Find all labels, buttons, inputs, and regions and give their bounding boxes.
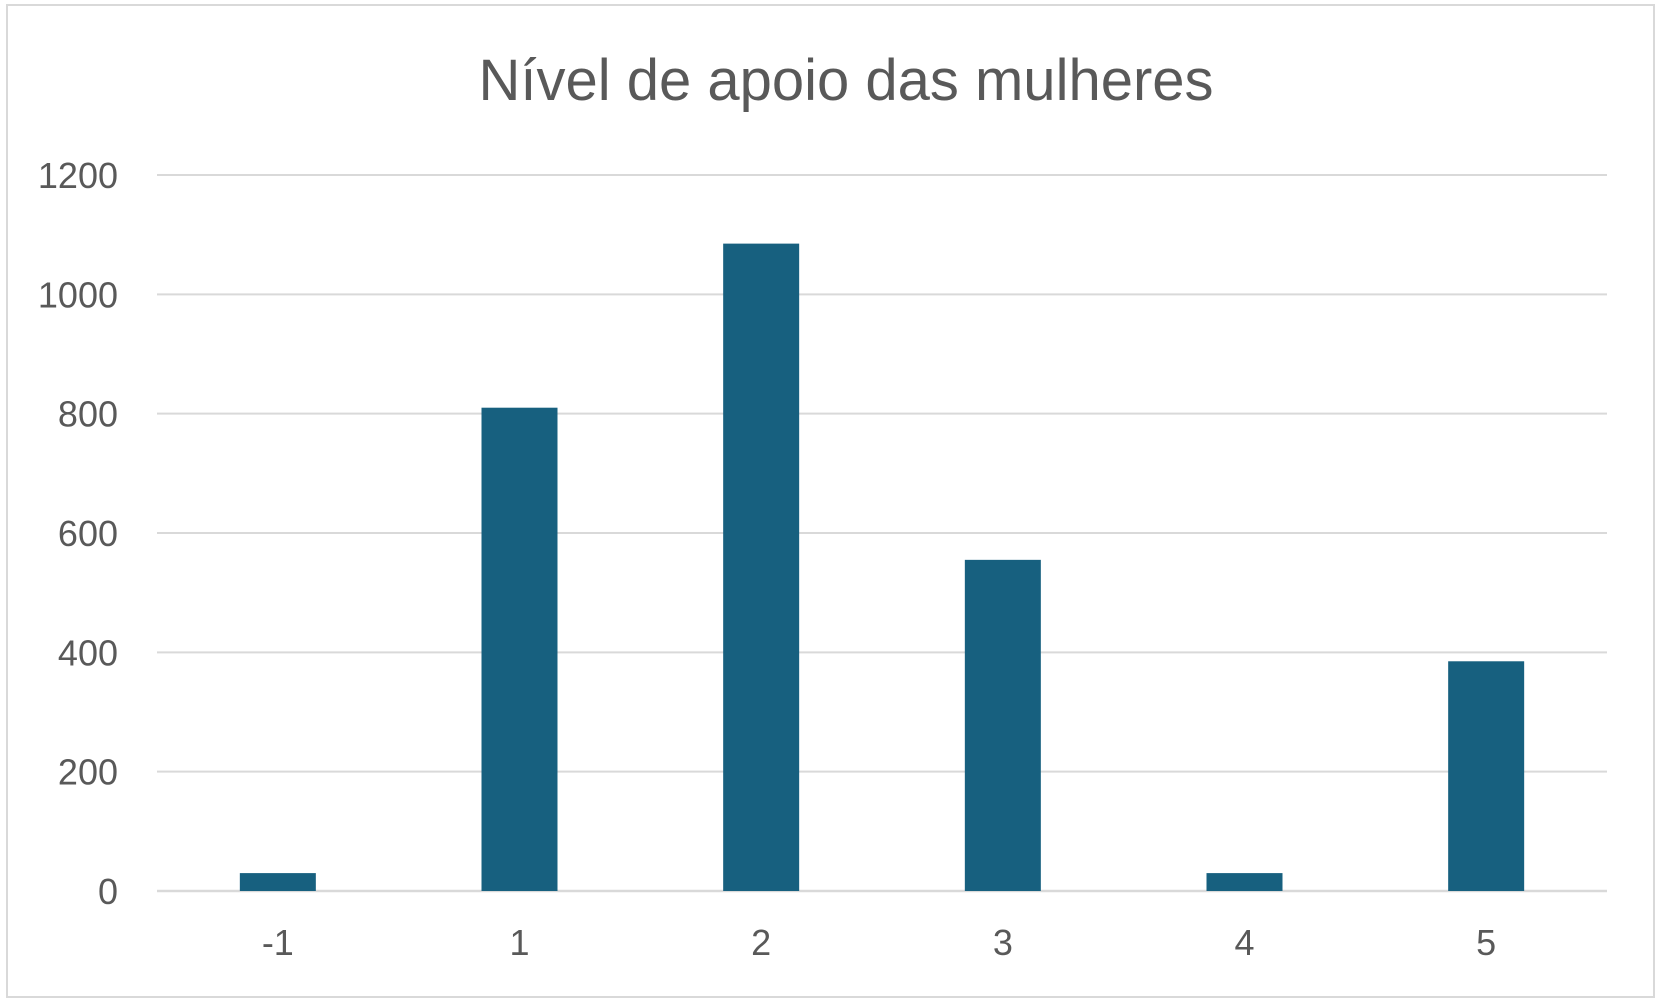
x-tick-label: 5	[1476, 922, 1496, 963]
y-tick-label: 200	[58, 752, 118, 793]
gridlines	[157, 174, 1607, 893]
bar-1	[481, 407, 558, 891]
chart-frame	[6, 4, 1655, 998]
y-tick-label: 0	[98, 871, 118, 912]
y-tick-label: 600	[58, 513, 118, 554]
x-tick-label: 4	[1234, 922, 1254, 963]
bar-2	[723, 243, 800, 891]
y-tick-label: 1000	[38, 274, 118, 315]
x-tick-label: -1	[262, 922, 294, 963]
y-tick-label: 400	[58, 632, 118, 673]
y-axis-ticks: 0 200 400 600 800 1000 1200	[38, 155, 118, 912]
bar-3	[964, 559, 1041, 891]
x-tick-label: 3	[993, 922, 1013, 963]
bar-5	[1448, 661, 1525, 891]
x-axis-ticks: -1 1 2 3 4 5	[262, 922, 1496, 963]
x-tick-label: 1	[509, 922, 529, 963]
bar--1	[239, 873, 316, 891]
x-tick-label: 2	[751, 922, 771, 963]
bar-4	[1206, 873, 1283, 891]
y-tick-label: 1200	[38, 155, 118, 196]
y-tick-label: 800	[58, 394, 118, 435]
bars	[239, 243, 1525, 891]
chart-title: Nível de apoio das mulheres	[478, 48, 1213, 113]
